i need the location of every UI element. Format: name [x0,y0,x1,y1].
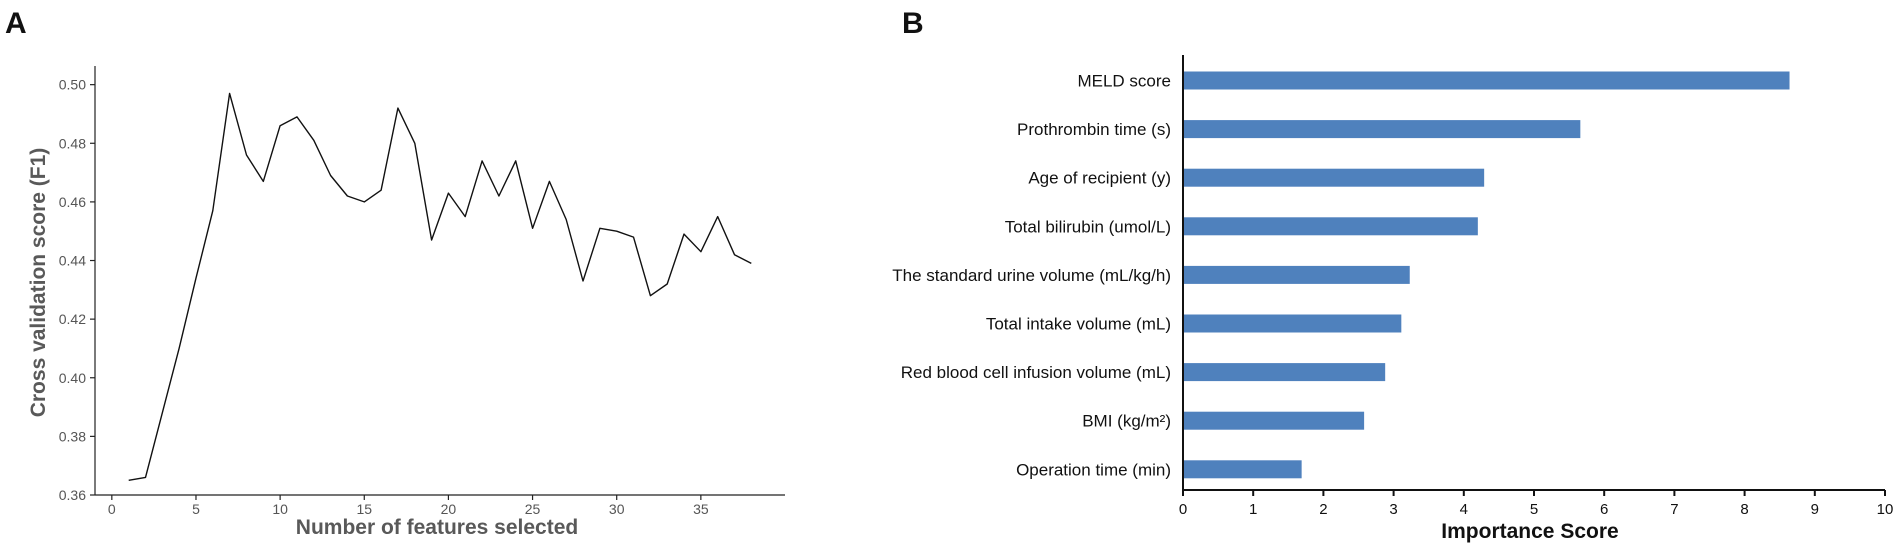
panel-b-category-label: The standard urine volume (mL/kg/h) [892,266,1171,285]
panel-a-x-tick-label: 30 [609,501,625,517]
panel-b-x-tick-label: 2 [1319,501,1327,518]
panel-a-y-tick-label: 0.44 [59,253,86,269]
panel-b-bar [1184,265,1410,284]
panel-b-bar-chart: B 0 1 2 3 4 5 6 7 8 9 10 MELD score Prothrombin time … [892,7,1893,543]
panel-b-bar [1184,314,1402,333]
panel-b-x-axis-title: Importance Score [1441,520,1618,543]
panel-a-x-tick-label: 20 [441,501,457,517]
panel-a-y-tick-label: 0.50 [59,77,86,93]
panel-b-bar [1184,120,1581,139]
panel-a-y-tick-label: 0.40 [59,370,86,386]
panel-b-x-tick-label: 4 [1460,501,1468,518]
panel-a-series-line [128,92,752,481]
panel-b-x-tick-label: 0 [1179,501,1187,518]
panel-b-x-tick-label: 5 [1530,501,1538,518]
panel-b-x-tick-label: 9 [1811,501,1819,518]
panel-b-category-label: Prothrombin time (s) [1017,120,1171,139]
panel-b-x-tick-label: 1 [1249,501,1257,518]
panel-b-category-label: Total intake volume (mL) [986,315,1171,334]
panel-a-y-tick-label: 0.42 [59,311,86,327]
panel-b-bar [1184,217,1478,236]
panel-b-category-label: Age of recipient (y) [1028,169,1171,188]
panel-a-y-axis-title: Cross validation score (F1) [27,148,50,418]
panel-b-x-tick-label: 3 [1389,501,1397,518]
panel-b-bar [1184,71,1790,90]
panel-a-x-axis-title: Number of features selected [296,516,578,539]
panel-a-x-tick-label: 5 [192,501,200,517]
panel-a-y-tick-label: 0.46 [59,194,86,210]
panel-b-x-tick-label: 8 [1740,501,1748,518]
panel-b-category-label: BMI (kg/m²) [1082,412,1171,431]
panel-b-label: B [902,7,924,40]
panel-a-x-tick-label: 25 [525,501,541,517]
panel-b-bar [1184,168,1485,187]
panel-b-bar [1184,363,1386,382]
panel-a-x-tick-label: 15 [356,501,372,517]
panel-b-x-tick-label: 10 [1877,501,1894,518]
panel-b-bar [1184,460,1302,479]
panel-b-category-label: Operation time (min) [1016,460,1171,479]
panel-b-x-tick-label: 7 [1670,501,1678,518]
panel-a-label: A [5,7,27,40]
panel-b-category-label: MELD score [1077,72,1171,91]
panel-a-y-tick-label: 0.48 [59,135,86,151]
panel-a-y-tick-label: 0.38 [59,428,86,444]
panel-b-bar [1184,411,1365,430]
panel-a-x-tick-label: 0 [108,501,116,517]
panel-a-y-tick-label: 0.36 [59,487,86,503]
panel-b-x-tick-label: 6 [1600,501,1608,518]
panel-a-line-chart: A 0.36 0.38 0.40 0.42 0.44 0.46 0.48 0.50 0 5 10 15 2… [5,7,785,539]
panel-b-category-label: Red blood cell infusion volume (mL) [901,363,1171,382]
panel-b-category-label: Total bilirubin (umol/L) [1005,217,1171,236]
panel-a-x-tick-label: 35 [693,501,709,517]
panel-a-x-tick-label: 10 [272,501,288,517]
